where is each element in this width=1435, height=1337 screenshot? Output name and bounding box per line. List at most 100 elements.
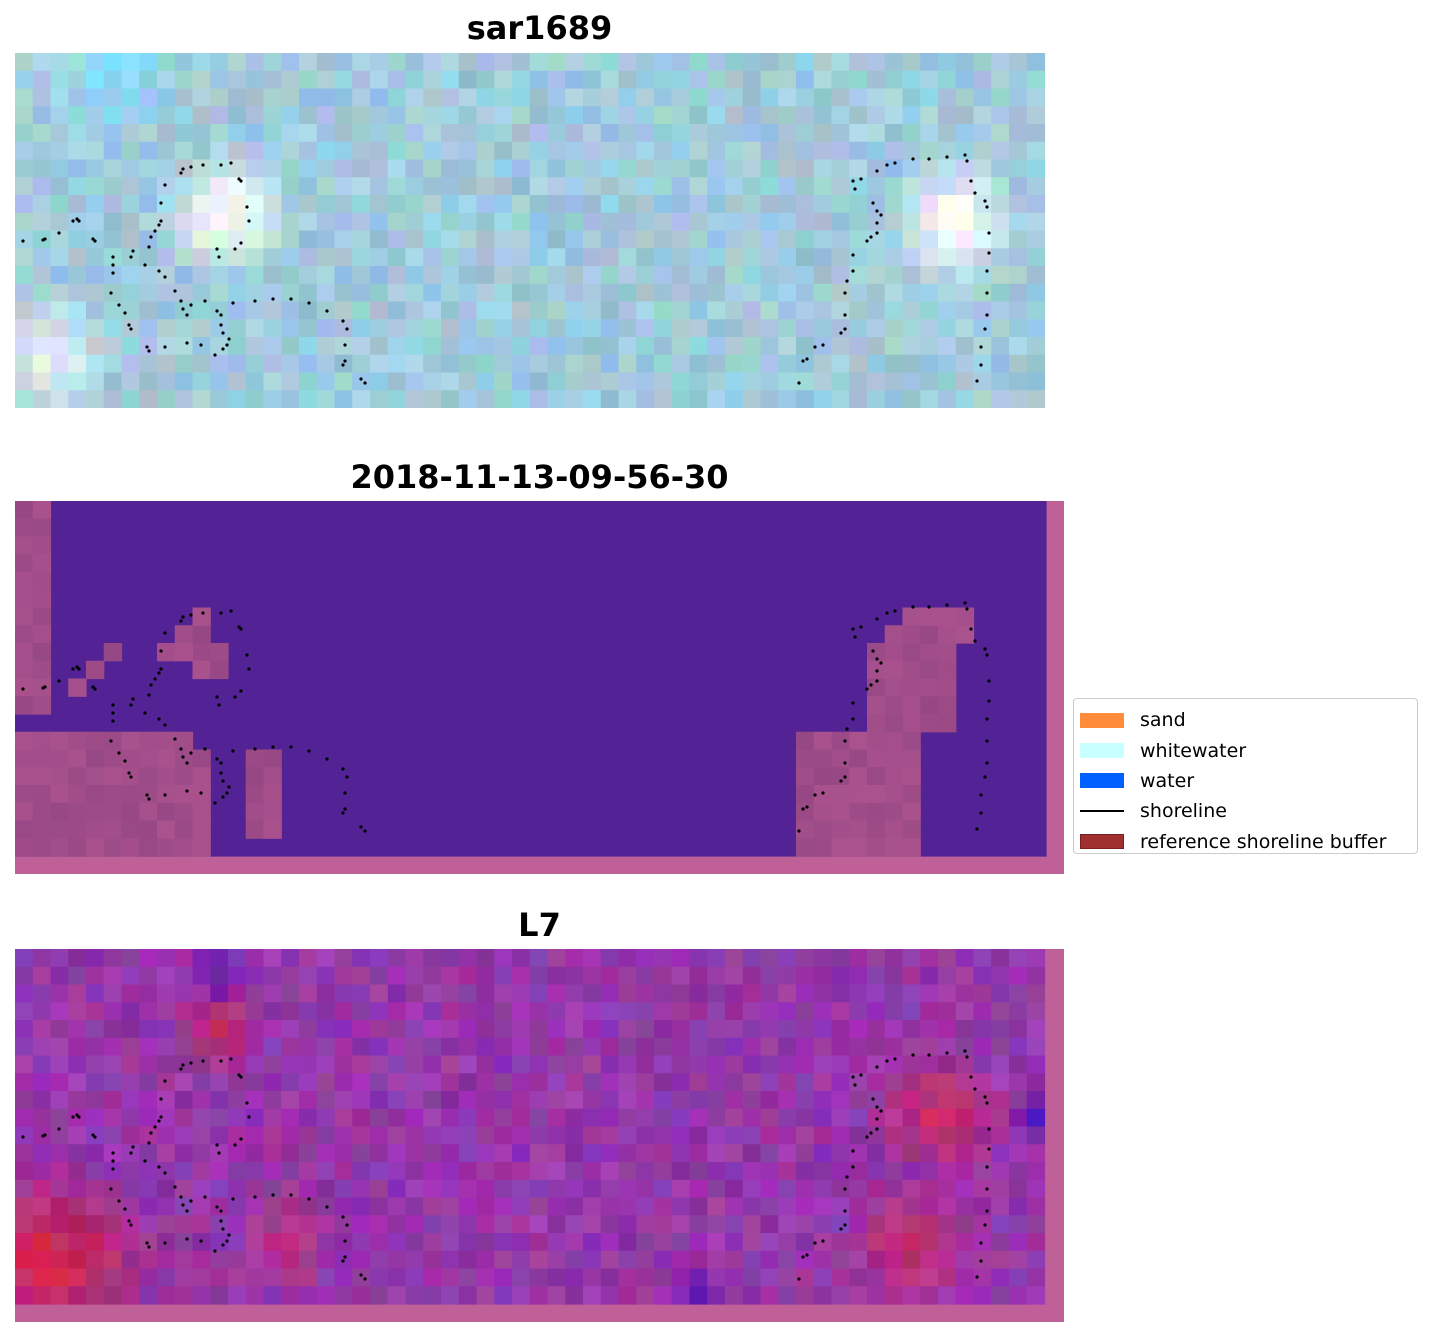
image-pixel xyxy=(742,390,762,408)
sand-pixel xyxy=(192,802,211,822)
image-pixel xyxy=(86,966,105,986)
image-pixel xyxy=(1009,53,1028,72)
image-pixel xyxy=(654,1037,673,1057)
image-pixel xyxy=(458,949,478,968)
image-pixel xyxy=(405,1144,424,1163)
shoreline-point xyxy=(245,205,249,209)
image-pixel xyxy=(955,949,975,968)
image-pixel xyxy=(281,1144,300,1163)
image-pixel xyxy=(1009,1233,1028,1252)
image-pixel xyxy=(387,212,407,232)
shoreline-point xyxy=(341,319,345,323)
sand-pixel xyxy=(50,749,69,768)
image-pixel xyxy=(281,70,300,90)
image-pixel xyxy=(263,1144,282,1163)
image-pixel xyxy=(245,301,265,320)
image-pixel xyxy=(103,159,123,178)
image-pixel xyxy=(849,984,868,1003)
image-pixel xyxy=(316,1268,336,1287)
image-pixel xyxy=(458,230,478,249)
sand-pixel xyxy=(139,767,158,786)
image-pixel xyxy=(405,230,424,249)
image-pixel xyxy=(121,159,140,178)
image-pixel xyxy=(512,1055,531,1074)
sand-pixel xyxy=(831,785,850,804)
image-pixel xyxy=(15,337,34,356)
image-pixel xyxy=(370,266,389,285)
image-pixel xyxy=(1026,1055,1046,1074)
image-pixel xyxy=(565,966,584,986)
image-pixel xyxy=(103,230,123,249)
image-pixel xyxy=(867,301,886,320)
image-pixel xyxy=(920,1215,939,1234)
image-pixel xyxy=(600,1286,620,1305)
image-pixel xyxy=(813,1144,833,1163)
image-pixel xyxy=(441,966,460,986)
image-pixel xyxy=(1026,1073,1046,1092)
shoreline-point xyxy=(363,1277,367,1281)
image-pixel xyxy=(174,1179,194,1199)
image-pixel xyxy=(707,1179,726,1199)
image-pixel xyxy=(654,106,673,125)
image-pixel xyxy=(316,266,336,285)
image-pixel xyxy=(920,372,939,391)
image-pixel xyxy=(583,212,602,232)
image-pixel xyxy=(1009,354,1028,374)
shoreline-point xyxy=(985,761,989,765)
image-pixel xyxy=(529,1144,549,1163)
image-pixel xyxy=(742,1144,762,1163)
image-pixel xyxy=(618,1002,637,1021)
image-pixel xyxy=(689,70,708,90)
image-pixel xyxy=(316,1108,336,1128)
image-pixel xyxy=(831,372,850,391)
image-pixel xyxy=(405,966,424,986)
image-pixel xyxy=(707,106,726,125)
sand-pixel xyxy=(121,731,140,751)
image-pixel xyxy=(547,124,566,143)
image-pixel xyxy=(68,230,87,249)
image-pixel xyxy=(15,319,34,338)
sand-pixel xyxy=(920,607,939,626)
image-pixel xyxy=(760,283,779,303)
image-pixel xyxy=(884,88,904,107)
image-pixel xyxy=(423,354,442,374)
image-pixel xyxy=(831,390,850,408)
image-pixel xyxy=(778,372,797,391)
image-pixel xyxy=(973,1144,992,1163)
image-pixel xyxy=(973,159,992,178)
sand-pixel xyxy=(245,749,265,768)
image-pixel xyxy=(263,106,282,125)
image-pixel xyxy=(831,1002,850,1021)
image-pixel xyxy=(281,1268,300,1287)
image-pixel xyxy=(689,195,708,214)
shoreline-point xyxy=(129,703,133,707)
image-pixel xyxy=(636,949,655,968)
shoreline-point xyxy=(973,1087,977,1091)
image-pixel xyxy=(796,283,815,303)
image-pixel xyxy=(387,319,407,338)
image-pixel xyxy=(849,141,868,161)
image-pixel xyxy=(32,949,52,968)
image-pixel xyxy=(121,212,140,232)
image-pixel xyxy=(654,1197,673,1216)
image-pixel xyxy=(210,106,229,125)
image-pixel xyxy=(174,1144,194,1163)
image-pixel xyxy=(458,53,478,72)
image-pixel xyxy=(1026,966,1046,986)
image-pixel xyxy=(281,354,300,374)
image-pixel xyxy=(1026,372,1046,391)
image-pixel xyxy=(707,1233,726,1252)
sand-pixel xyxy=(157,802,176,822)
image-pixel xyxy=(494,337,513,356)
image-pixel xyxy=(121,53,140,72)
image-pixel xyxy=(316,1179,336,1199)
image-pixel xyxy=(228,1197,247,1216)
image-pixel xyxy=(68,266,87,285)
image-pixel xyxy=(955,124,975,143)
shoreline-point xyxy=(871,201,875,205)
image-pixel xyxy=(600,390,620,408)
image-pixel xyxy=(494,1197,513,1216)
image-pixel xyxy=(86,1268,105,1287)
image-pixel xyxy=(636,141,655,161)
shoreline-point xyxy=(843,1187,847,1191)
